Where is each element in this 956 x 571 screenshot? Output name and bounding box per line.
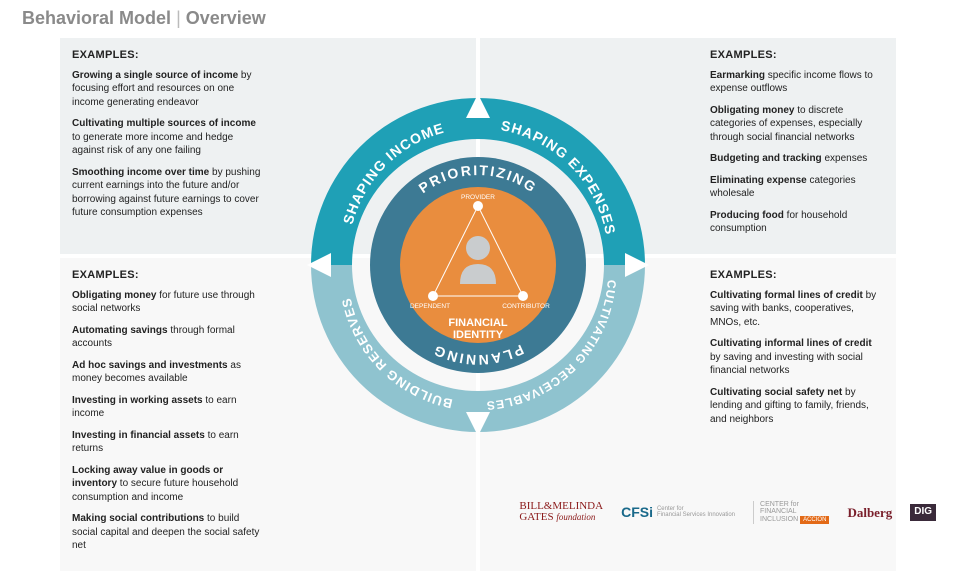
quadrant-bl: EXAMPLES: Obligating money for future us… bbox=[60, 258, 476, 571]
item-list-br: Cultivating formal lines of credit by sa… bbox=[710, 289, 884, 427]
example-item: Earmarking specific income flows to expe… bbox=[710, 69, 884, 96]
quadrant-tr: EXAMPLES: Earmarking specific income flo… bbox=[480, 38, 896, 254]
example-item: Cultivating multiple sources of income t… bbox=[72, 117, 267, 158]
example-item: Investing in working assets to earn inco… bbox=[72, 394, 267, 421]
item-list-tl: Growing a single source of income by foc… bbox=[72, 69, 464, 220]
example-item: Growing a single source of income by foc… bbox=[72, 69, 267, 110]
quadrant-tl: EXAMPLES: Growing a single source of inc… bbox=[60, 38, 476, 254]
logo-cfsi: CFSiCenter for Financial Services Innova… bbox=[621, 505, 735, 520]
title-sep: | bbox=[176, 8, 186, 28]
example-item: Eliminating expense categories wholesale bbox=[710, 174, 884, 201]
example-item: Smoothing income over time by pushing cu… bbox=[72, 166, 267, 220]
logo-dig: DIG bbox=[910, 504, 936, 521]
examples-title: EXAMPLES: bbox=[710, 268, 884, 283]
footer-logos: BILL&MELINDA GATES foundation CFSiCenter… bbox=[519, 501, 936, 524]
example-item: Obligating money for future use through … bbox=[72, 289, 267, 316]
examples-title: EXAMPLES: bbox=[710, 48, 884, 63]
example-item: Budgeting and tracking expenses bbox=[710, 152, 884, 166]
example-item: Locking away value in goods or inventory… bbox=[72, 464, 267, 505]
example-item: Ad hoc savings and investments as money … bbox=[72, 359, 267, 386]
page-title: Behavioral Model | Overview bbox=[22, 8, 266, 29]
item-list-tr: Earmarking specific income flows to expe… bbox=[710, 69, 884, 236]
example-item: Producing food for household consumption bbox=[710, 209, 884, 236]
example-item: Making social contributions to build soc… bbox=[72, 512, 267, 553]
title-sub: Overview bbox=[186, 8, 266, 28]
example-item: Cultivating formal lines of credit by sa… bbox=[710, 289, 884, 330]
item-list-bl: Obligating money for future use through … bbox=[72, 289, 464, 553]
example-item: Investing in financial assets to earn re… bbox=[72, 429, 267, 456]
logo-dalberg: Dalberg bbox=[847, 506, 892, 520]
example-item: Automating savings through formal accoun… bbox=[72, 324, 267, 351]
quadrant-grid: EXAMPLES: Growing a single source of inc… bbox=[60, 38, 896, 478]
example-item: Cultivating social safety net by lending… bbox=[710, 386, 884, 427]
example-item: Cultivating informal lines of credit by … bbox=[710, 337, 884, 378]
title-main: Behavioral Model bbox=[22, 8, 171, 28]
logo-cfi: CENTER for FINANCIAL INCLUSION ACCION bbox=[753, 501, 829, 524]
examples-title: EXAMPLES: bbox=[72, 48, 464, 63]
logo-gates: BILL&MELINDA GATES foundation bbox=[519, 501, 603, 524]
examples-title: EXAMPLES: bbox=[72, 268, 464, 283]
example-item: Obligating money to discrete categories … bbox=[710, 104, 884, 145]
